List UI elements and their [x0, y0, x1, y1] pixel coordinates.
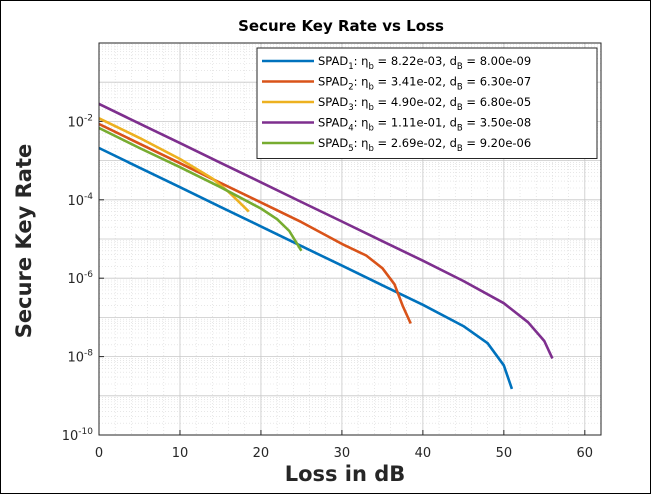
y-axis-label: Secure Key Rate — [12, 144, 36, 338]
x-tick-label: 50 — [496, 446, 513, 461]
x-tick-label: 20 — [253, 446, 270, 461]
legend: SPAD1: ηb = 8.22e-03, dB = 8.00e-09 SPAD2… — [256, 47, 598, 159]
series-line-spad-1 — [98, 146, 514, 390]
x-axis-label: Loss in dB — [285, 462, 406, 486]
x-tick-label: 60 — [577, 446, 594, 461]
legend-entry-spad-3: SPAD3: ηb = 4.90e-02, dB = 6.80e-05 — [318, 95, 531, 113]
x-tick-label: 40 — [415, 446, 432, 461]
legend-entry-spad-4: SPAD4: ηb = 1.11e-01, dB = 3.50e-08 — [318, 116, 531, 134]
legend-entry-spad-5: SPAD5: ηb = 2.69e-02, dB = 9.20e-06 — [318, 136, 531, 154]
y-tick-label: 10-2 — [67, 113, 93, 130]
y-tick-label: 10-8 — [67, 349, 93, 366]
x-tick-label: 30 — [334, 446, 351, 461]
y-tick-label: 10-6 — [67, 270, 93, 287]
y-tick-label: 10-10 — [62, 427, 94, 444]
legend-entry-spad-2: SPAD2: ηb = 3.41e-02, dB = 6.30e-07 — [318, 75, 531, 93]
x-tick-label: 0 — [95, 446, 103, 461]
axes-box — [98, 42, 602, 436]
series-line-spad-3 — [98, 117, 250, 213]
series-line-spad-4 — [98, 102, 554, 359]
x-tick-label: 10 — [172, 446, 189, 461]
tick-labels: 0 10 20 30 40 50 60 10-10 10-8 10-6 10-4 10-2 — [62, 113, 593, 461]
legend-entry-spad-1: SPAD1: ηb = 8.22e-03, dB = 8.00e-09 — [318, 54, 531, 72]
series-line-spad-2 — [98, 122, 412, 325]
series-line-spad-5 — [98, 126, 303, 252]
y-tick-label: 10-4 — [67, 192, 93, 209]
chart-title: Secure Key Rate vs Loss — [238, 17, 444, 35]
series-lines — [98, 102, 554, 390]
